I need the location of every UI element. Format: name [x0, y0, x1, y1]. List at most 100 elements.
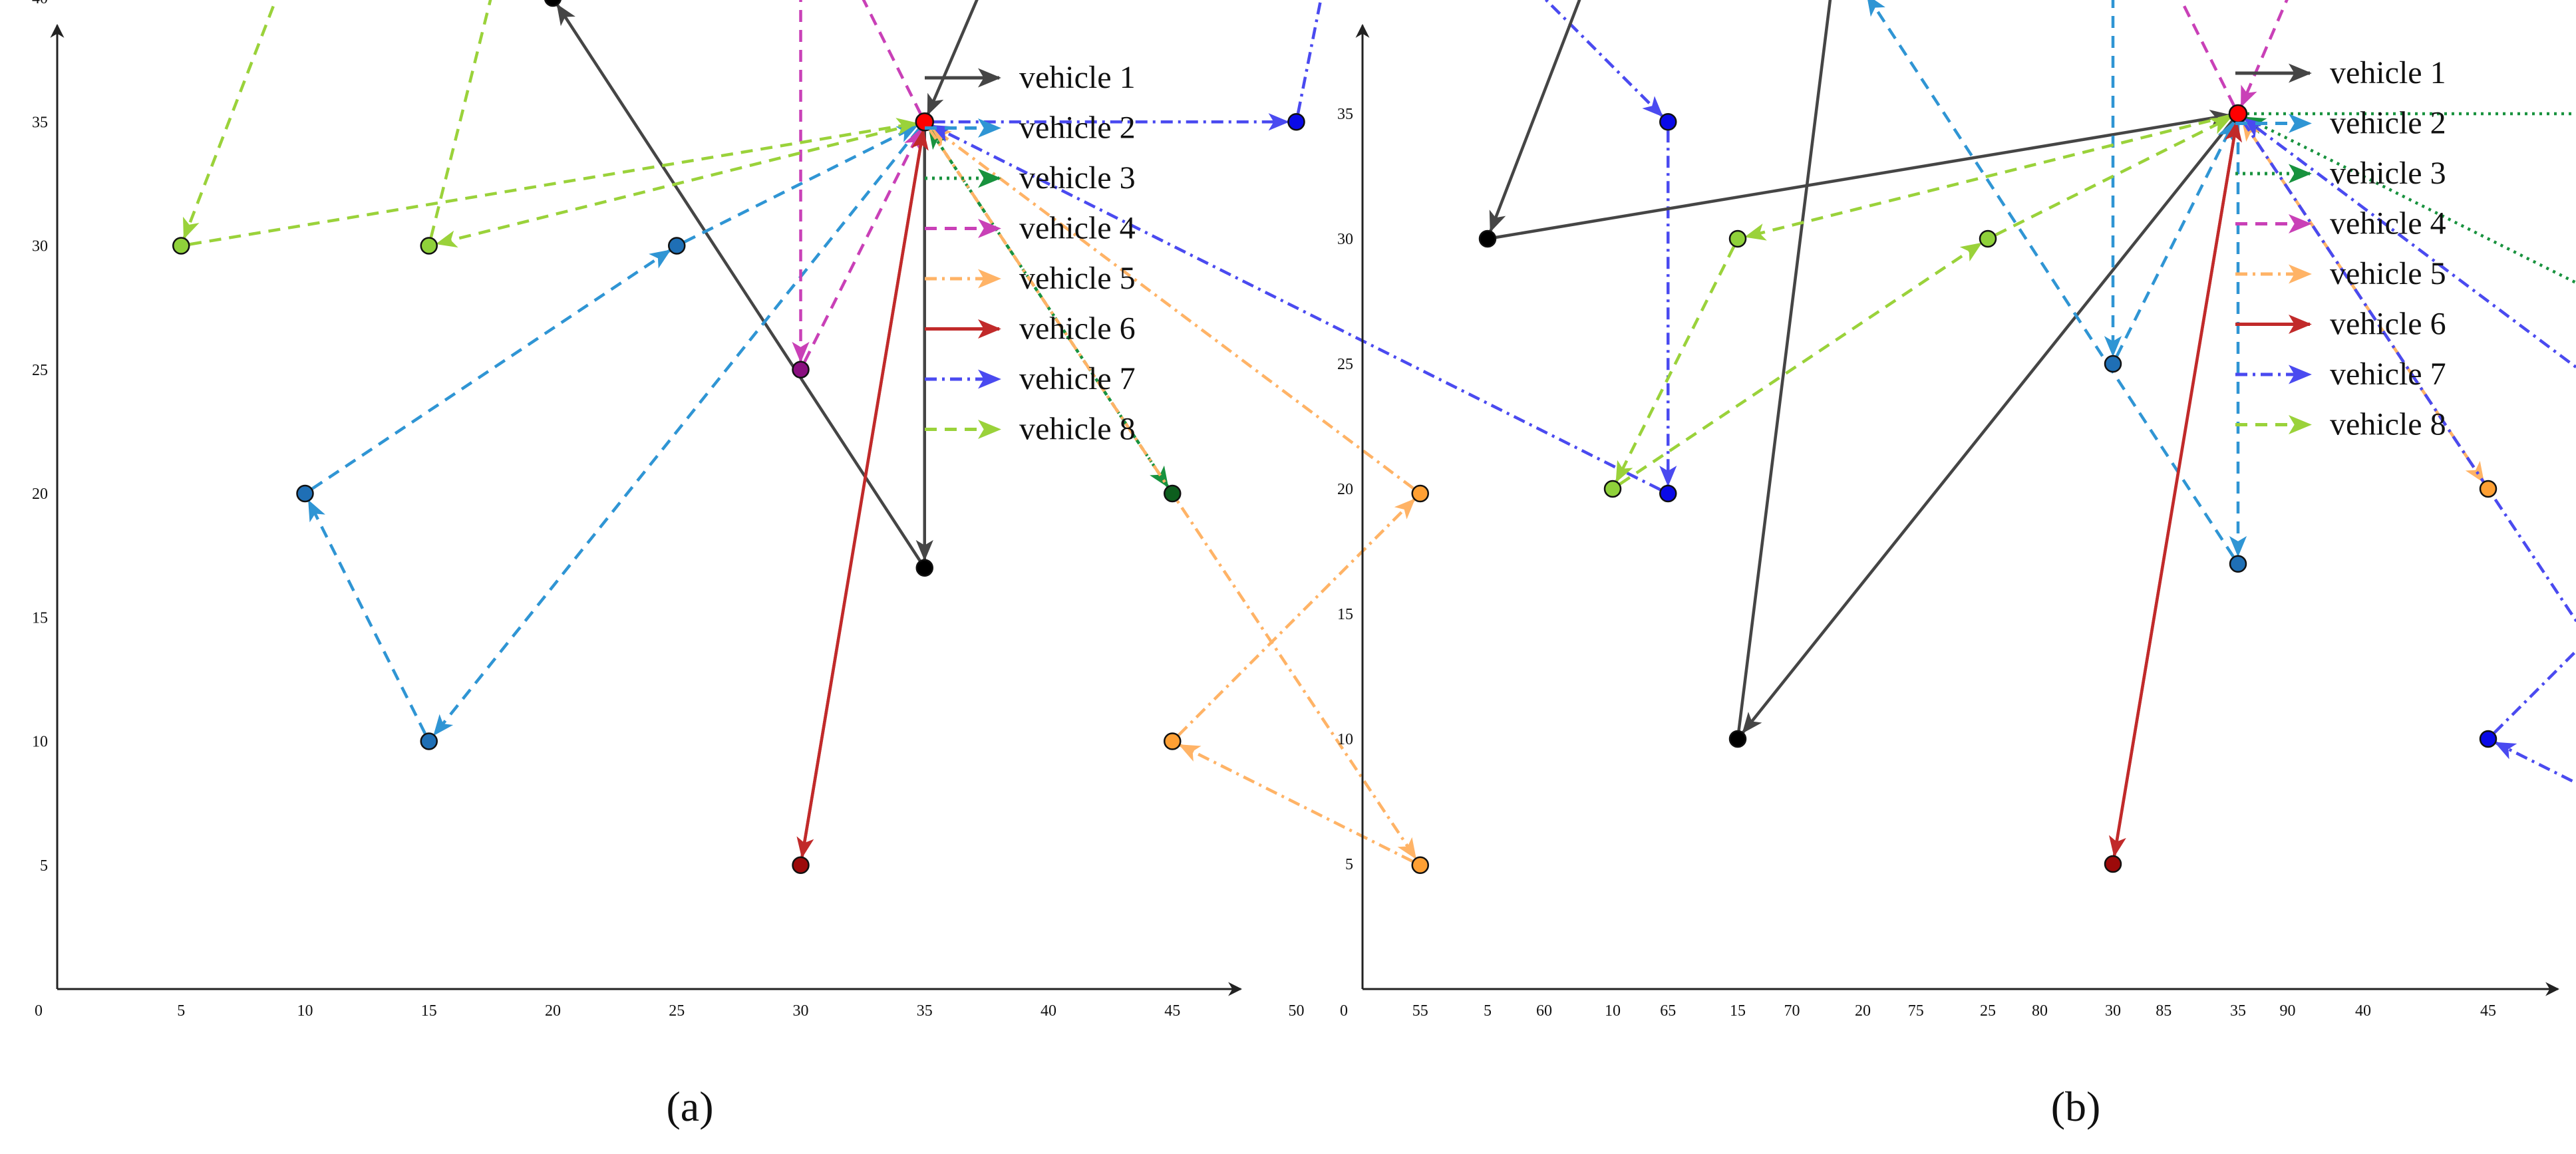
x-tick-label: 45	[1164, 1002, 1180, 1020]
route-segment	[1737, 0, 1832, 731]
customer-node	[420, 237, 438, 255]
customer-node	[2479, 730, 2497, 748]
route-segment	[189, 118, 918, 246]
y-tick-label: 15	[32, 609, 48, 627]
y-tick-label: 10	[1337, 731, 1353, 748]
route-vehicle-4	[2179, 0, 2289, 108]
route-vehicle-1	[1489, 0, 2234, 734]
route-segment	[800, 128, 929, 857]
y-tick-label: 35	[1337, 106, 1353, 123]
route-segment	[862, 0, 922, 115]
route-segment	[1489, 0, 1581, 233]
legend-label: vehicle 1	[2330, 55, 2446, 90]
x-tick-label: 10	[297, 1002, 313, 1020]
legend-label: vehicle 7	[1019, 361, 1136, 396]
customer-node	[2479, 480, 2497, 498]
route-segment	[433, 127, 921, 736]
x-tick-label: 80	[2032, 1002, 2048, 1020]
x-tick-label: 60	[1536, 1002, 1552, 1020]
y-tick-label: 20	[32, 486, 48, 503]
x-tick-label: 10	[1605, 1002, 1621, 1020]
depot-node	[915, 112, 934, 132]
panel-caption: (a)	[666, 1083, 713, 1130]
x-tick-label: 85	[2156, 1002, 2172, 1020]
route-vehicle-8	[182, 0, 918, 248]
legend-label: vehicle 8	[1019, 412, 1136, 447]
route-segment	[1742, 119, 2234, 734]
route-segment	[1177, 498, 1416, 736]
y-tick-label: 40	[32, 0, 48, 7]
route-segment	[1995, 116, 2232, 237]
route-segment	[1615, 245, 1736, 483]
legend-label: vehicle 5	[2330, 256, 2446, 291]
route-vehicle-7	[2241, 118, 2576, 785]
customer-node	[172, 237, 190, 255]
customer-node	[1411, 484, 1429, 503]
customer-node	[915, 559, 933, 577]
route-segment	[2241, 119, 2485, 483]
x-tick-label: 45	[2480, 1002, 2496, 1020]
y-tick-label: 35	[32, 114, 48, 131]
customer-node	[1164, 732, 1182, 750]
y-tick-label: 15	[1337, 606, 1353, 623]
customer-node	[1287, 113, 1305, 131]
x-tick-label: 25	[669, 1002, 685, 1020]
x-tick-label: 15	[1730, 1002, 1746, 1020]
legend-label: vehicle 2	[2330, 106, 2446, 141]
route-segment	[435, 122, 917, 248]
depot-node	[2228, 104, 2248, 124]
route-segment	[2243, 118, 2576, 369]
x-tick-label: 35	[2230, 1002, 2246, 1020]
route-vehicle-8	[1615, 114, 2232, 486]
x-tick-label: 15	[421, 1002, 437, 1020]
route-segment	[931, 124, 1661, 492]
customer-node	[1728, 229, 1747, 248]
legend-label: vehicle 3	[2330, 156, 2446, 191]
route-vehicle-2	[307, 124, 921, 736]
route-segment	[1866, 0, 2235, 558]
customer-node	[1659, 113, 1677, 131]
legend: vehicle 1 vehicle 2 vehicle 3 vehicle 4 vehi…	[2235, 55, 2446, 442]
route-segment	[1178, 744, 1414, 863]
route-segment	[1619, 242, 1983, 486]
route-vehicle-6	[796, 128, 929, 859]
legend-label: vehicle 2	[1019, 110, 1136, 146]
customer-node	[2229, 555, 2247, 573]
route-segment	[2494, 741, 2576, 785]
legend-label: vehicle 1	[1019, 60, 1136, 95]
route-vehicle-2	[1866, 0, 2247, 558]
route-segment	[926, 0, 979, 116]
y-tick-label: 20	[1337, 481, 1353, 498]
route-segment	[930, 126, 1414, 490]
route-segment	[928, 127, 1169, 488]
x-tick-label: 35	[917, 1002, 933, 1020]
legend: vehicle 1 vehicle 2 vehicle 3 vehicle 4 vehi…	[925, 60, 1136, 447]
route-segment	[1543, 0, 1663, 117]
route-segment	[803, 128, 922, 363]
route-segment	[683, 124, 919, 243]
customer-node	[1979, 229, 1997, 248]
x-tick-label: 55	[1412, 1002, 1428, 1020]
route-segment	[311, 249, 671, 490]
route-segment	[307, 500, 426, 734]
customer-node	[1164, 484, 1182, 503]
route-vehicle-3	[928, 127, 1169, 488]
x-tick-label: 70	[1784, 1002, 1800, 1020]
route-segment	[556, 3, 921, 562]
legend-label: vehicle 7	[2330, 357, 2446, 392]
x-tick-label: 75	[1908, 1002, 1924, 1020]
x-tick-label: 50	[1289, 1002, 1305, 1020]
route-segment	[429, 0, 492, 238]
y-tick-label: 25	[32, 362, 48, 379]
legend-label: vehicle 5	[1019, 261, 1136, 296]
x-tick-label: 40	[2355, 1002, 2371, 1020]
customer-node	[668, 237, 686, 255]
x-tick-label: 5	[1484, 1002, 1492, 1020]
x-tick-label: 25	[1980, 1002, 1996, 1020]
x-tick-label: 5	[177, 1002, 185, 1020]
x-tick-label: 65	[1660, 1002, 1676, 1020]
legend-label: vehicle 4	[1019, 211, 1136, 246]
panel-caption: (b)	[2051, 1083, 2101, 1130]
legend-label: vehicle 3	[1019, 160, 1136, 196]
